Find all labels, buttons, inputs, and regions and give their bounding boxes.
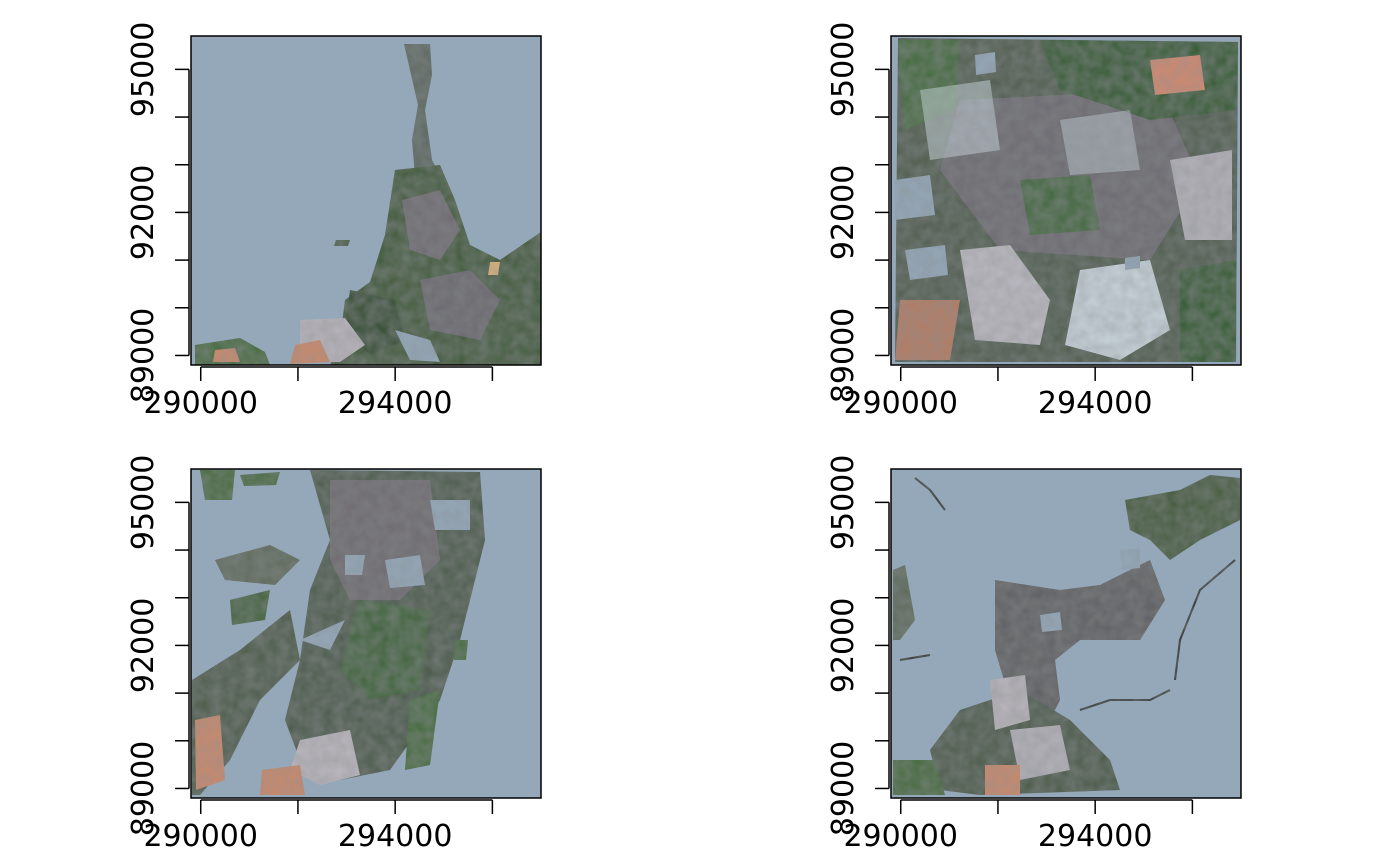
y-tick-label: 92000 [126, 165, 161, 260]
x-tick-label: 290000 [143, 386, 258, 421]
x-axis: 290000 294000 [843, 799, 1194, 854]
x-tick-label: 290000 [843, 386, 958, 421]
plot-frame [190, 35, 542, 366]
plot-frame [190, 468, 542, 799]
y-tick-label: 92000 [826, 165, 861, 260]
y-axis: 89000 92000 95000 [126, 22, 190, 403]
x-axis: 290000 294000 [143, 366, 494, 421]
x-axis: 290000 294000 [143, 799, 494, 854]
image-content [195, 44, 541, 365]
y-axis: 89000 92000 95000 [126, 455, 190, 836]
panel-top-left: 290000 294000 89000 92000 95000 [126, 22, 542, 421]
y-tick-label: 92000 [126, 598, 161, 693]
y-tick-label: 95000 [826, 455, 861, 550]
y-tick-label: 92000 [826, 598, 861, 693]
x-tick-label: 294000 [1038, 819, 1153, 854]
x-tick-label: 294000 [338, 819, 453, 854]
plot-frame [890, 35, 1242, 366]
x-axis: 290000 294000 [843, 366, 1194, 421]
y-tick-label: 95000 [126, 22, 161, 117]
y-tick-label: 89000 [126, 741, 161, 836]
y-tick-label: 89000 [826, 741, 861, 836]
image-content [895, 38, 1238, 362]
x-tick-label: 290000 [143, 819, 258, 854]
image-content [893, 475, 1240, 795]
y-tick-label: 89000 [826, 308, 861, 403]
x-tick-label: 290000 [843, 819, 958, 854]
panel-top-right: 290000 294000 89000 92000 95000 [826, 22, 1242, 421]
y-axis: 89000 92000 95000 [826, 22, 890, 403]
y-tick-label: 89000 [126, 308, 161, 403]
x-tick-label: 294000 [1038, 386, 1153, 421]
y-tick-label: 95000 [126, 455, 161, 550]
plot-frame [890, 468, 1242, 799]
panel-bottom-right: 290000 294000 89000 92000 95000 [826, 455, 1242, 854]
image-content [192, 470, 485, 795]
y-tick-label: 95000 [826, 22, 861, 117]
x-tick-label: 294000 [338, 386, 453, 421]
panel-bottom-left: 290000 294000 89000 92000 95000 [126, 455, 542, 854]
y-axis: 89000 92000 95000 [826, 455, 890, 836]
